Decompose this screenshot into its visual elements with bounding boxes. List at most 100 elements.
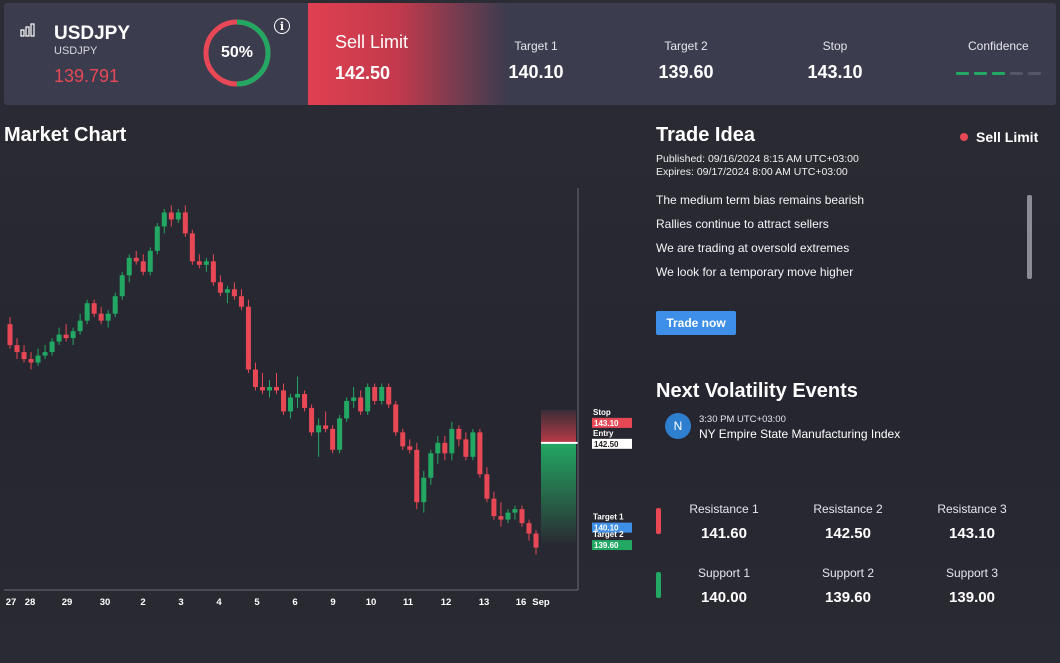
level-label: Resistance 2 <box>813 502 883 516</box>
candle-body <box>231 289 237 297</box>
candle-body <box>519 509 525 524</box>
confidence-bar <box>1028 72 1041 75</box>
candle-body <box>70 331 76 339</box>
support-3: Support 3 139.00 <box>912 566 1032 606</box>
candle-body <box>400 432 406 447</box>
level-tag-value: 142.50 <box>594 440 619 449</box>
level-tag-box <box>592 522 632 533</box>
candle-body <box>463 439 469 457</box>
confidence-bar <box>992 72 1005 75</box>
gauge-percent: 50% <box>220 44 254 61</box>
x-tick-label: 4 <box>216 597 222 608</box>
idea-bullet: We are trading at oversold extremes <box>656 241 850 255</box>
info-icon[interactable]: i <box>274 18 290 34</box>
level-tag-box <box>592 417 632 428</box>
metric-value: 143.10 <box>807 62 863 82</box>
candle-body <box>477 432 483 475</box>
resistance-marker <box>656 508 661 534</box>
metric-label: Target 2 <box>664 39 708 53</box>
sentiment-gauge <box>203 19 271 87</box>
confidence-bar <box>974 72 987 75</box>
candle-body <box>7 324 13 346</box>
candle-body <box>203 261 209 265</box>
market-chart[interactable]: 27 28 29 30 2 3 4 5 6 9 10 11 12 13 16 Sep Stop 143.10En… <box>0 150 640 620</box>
level-tag-value: 140.10 <box>594 524 619 533</box>
candle-body <box>49 341 55 353</box>
candle-body <box>484 474 490 499</box>
candle-body <box>28 359 34 363</box>
candle-body <box>91 303 97 314</box>
event-name[interactable]: NY Empire State Manufacturing Index <box>699 427 901 441</box>
candle-body <box>84 303 90 321</box>
confidence-bar <box>1010 72 1023 75</box>
level-label: Support 1 <box>697 566 751 580</box>
candle-body <box>337 418 343 450</box>
x-tick-label: 3 <box>178 597 183 608</box>
order-panel: Sell Limit 142.50 <box>308 3 508 105</box>
x-tick-label: 6 <box>292 597 297 608</box>
resistance-2: Resistance 2 142.50 <box>788 502 908 542</box>
level-value: 143.10 <box>949 525 995 542</box>
order-type: Sell Limit <box>335 32 409 52</box>
candle-body <box>351 397 357 401</box>
candle-body <box>386 386 392 405</box>
candle-body <box>407 446 413 450</box>
metric-value: 139.60 <box>658 62 714 82</box>
candle-body <box>259 386 265 391</box>
candle-body <box>372 386 378 401</box>
badge-label: Sell Limit <box>976 129 1039 145</box>
candle-body <box>316 425 322 433</box>
metric-target-1: Target 1 140.10 <box>476 39 596 83</box>
resistance-3: Resistance 3 143.10 <box>912 502 1032 542</box>
candle-body <box>491 498 497 517</box>
candle-body <box>274 386 280 391</box>
level-value: 142.50 <box>825 525 871 542</box>
candle-body <box>126 257 132 276</box>
level-label: Resistance 3 <box>937 502 1007 516</box>
candle-body <box>224 289 230 293</box>
trade-now-button[interactable]: Trade now <box>656 311 736 335</box>
candle-body <box>281 390 287 412</box>
candle-body <box>435 442 441 454</box>
x-tick-label: 12 <box>441 597 452 608</box>
candle-body <box>119 275 125 297</box>
x-tick-label: 29 <box>62 597 73 608</box>
level-value: 141.60 <box>701 525 747 542</box>
instrument-header: USDJPY USDJPY 139.791 50% i Sell Limit 1… <box>4 3 1056 105</box>
chart-title: Market Chart <box>4 124 127 146</box>
level-value: 140.00 <box>701 589 747 606</box>
candle-body <box>98 313 104 321</box>
idea-scrollbar[interactable] <box>1027 195 1032 279</box>
candle-body <box>182 212 188 234</box>
idea-bullet: The medium term bias remains bearish <box>656 193 865 207</box>
candle-body <box>196 261 202 265</box>
entry-price: 142.50 <box>335 63 391 83</box>
candle-body <box>449 428 455 454</box>
x-tick-label: 30 <box>100 597 111 608</box>
level-label: Support 3 <box>945 566 999 580</box>
level-tag-box <box>592 438 632 449</box>
level-value: 139.60 <box>825 589 871 606</box>
level-tag-box <box>592 540 632 551</box>
published-date: Published: 09/16/2024 8:15 AM UTC+03:00 <box>656 153 859 165</box>
candle-body <box>344 400 350 419</box>
candle-body <box>189 233 195 262</box>
candle-body <box>379 386 385 401</box>
x-tick-label: 13 <box>479 597 490 608</box>
trade-idea-badge: Sell Limit <box>960 129 1038 145</box>
level-tag-label: Stop <box>593 408 611 417</box>
candle-body <box>42 352 48 356</box>
level-label: Support 2 <box>821 566 875 580</box>
x-tick-label: 27 <box>6 597 17 608</box>
x-tick-label: 16 <box>516 597 527 608</box>
expires-date: Expires: 09/17/2024 8:00 AM UTC+03:00 <box>656 166 848 178</box>
metric-label: Target 1 <box>514 39 558 53</box>
candle-body <box>133 257 139 262</box>
current-price: 139.791 <box>54 66 120 86</box>
x-tick-label: 10 <box>366 597 377 608</box>
support-2: Support 2 139.60 <box>788 566 908 606</box>
candle-body <box>105 313 111 321</box>
candle-body <box>414 449 420 503</box>
level-label: Resistance 1 <box>689 502 759 516</box>
volatility-title: Next Volatility Events <box>656 380 858 402</box>
